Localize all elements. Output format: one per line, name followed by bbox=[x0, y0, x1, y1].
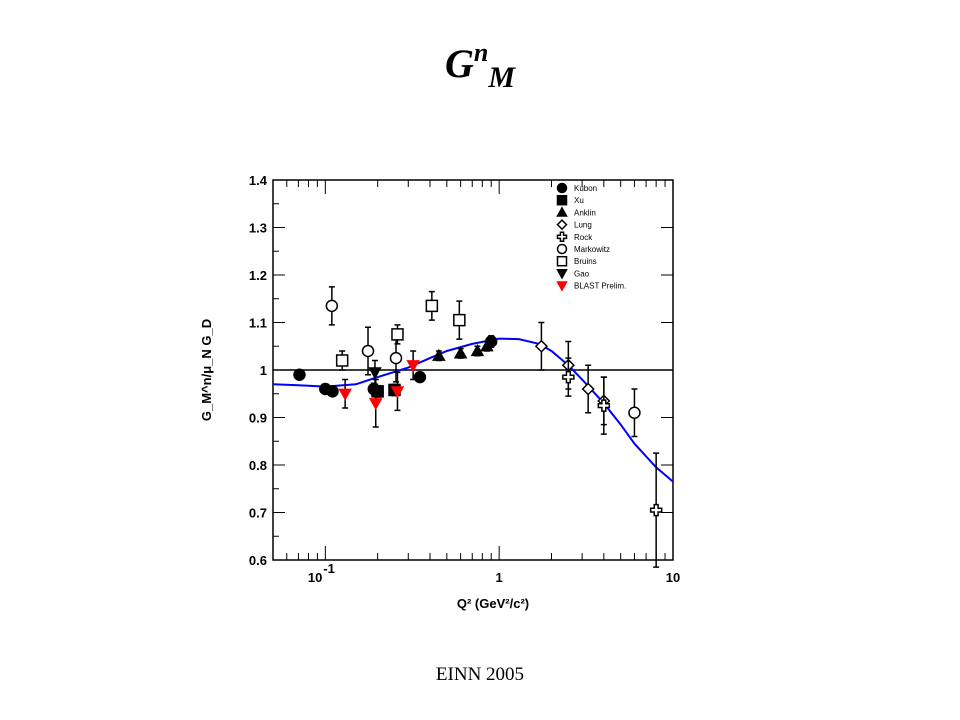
legend-label: Anklin bbox=[574, 208, 596, 217]
y-tick-label: 0.8 bbox=[249, 458, 267, 473]
y-tick-label: 0.7 bbox=[249, 506, 267, 521]
legend-label: Bruins bbox=[574, 257, 597, 266]
legend-label: BLAST Prelim. bbox=[574, 282, 626, 291]
legend-label: Kubon bbox=[574, 184, 597, 193]
x-axis-label: Q² (GeV²/c²) bbox=[457, 596, 529, 611]
series-markowitz bbox=[325, 286, 641, 438]
title-subscript: M bbox=[488, 61, 516, 94]
legend-label: Gao bbox=[574, 269, 590, 278]
legend-label: Xu bbox=[574, 196, 584, 205]
data-point bbox=[325, 299, 339, 313]
data-point bbox=[453, 313, 466, 327]
data-point bbox=[413, 370, 427, 384]
y-tick-label: 1.1 bbox=[249, 316, 267, 331]
legend-marker bbox=[556, 269, 568, 280]
legend-marker bbox=[556, 182, 568, 194]
series-rock bbox=[562, 357, 663, 568]
legend-marker bbox=[556, 206, 568, 217]
legend-marker bbox=[556, 194, 568, 206]
data-point bbox=[361, 344, 375, 358]
data-point bbox=[649, 503, 663, 517]
data-point bbox=[293, 368, 306, 381]
x-tick-label: 10-1 bbox=[308, 561, 335, 585]
data-point bbox=[425, 299, 439, 313]
fit-curve bbox=[272, 337, 674, 483]
y-tick-label: 1 bbox=[260, 363, 267, 378]
series-lung bbox=[534, 321, 611, 426]
y-axis-label: G_M^n/μ_N G_D bbox=[199, 319, 214, 421]
slide-title: GnM bbox=[0, 38, 960, 94]
data-point bbox=[406, 360, 420, 373]
data-point bbox=[391, 328, 404, 341]
y-tick-label: 1.4 bbox=[249, 173, 268, 188]
legend-label: Lung bbox=[574, 221, 592, 230]
x-tick-label-base: 10 bbox=[308, 570, 322, 585]
series-anklin bbox=[432, 339, 494, 362]
legend-marker bbox=[556, 255, 568, 267]
slide-footer: EINN 2005 bbox=[435, 664, 525, 685]
y-tick-label: 0.6 bbox=[249, 553, 267, 568]
y-tick-label: 1.3 bbox=[249, 221, 267, 236]
series-bruins bbox=[335, 290, 466, 371]
series-blast-prelim bbox=[338, 350, 420, 428]
legend-marker bbox=[556, 219, 568, 231]
legend-label: Rock bbox=[574, 233, 593, 242]
data-point bbox=[389, 351, 403, 365]
data-point bbox=[628, 406, 641, 419]
legend-marker bbox=[556, 243, 568, 255]
x-tick-label-exponent: -1 bbox=[323, 561, 335, 576]
data-point bbox=[368, 367, 382, 380]
data-point bbox=[335, 354, 349, 367]
legend: Kubon Xu Anklin Lung Rock Markowitz Bruins Gao B… bbox=[556, 182, 626, 292]
legend-marker bbox=[556, 231, 568, 243]
title-superscript: n bbox=[473, 38, 489, 67]
legend-label: Markowitz bbox=[574, 245, 610, 254]
data-point bbox=[390, 386, 405, 399]
data-point bbox=[534, 339, 548, 353]
data-point bbox=[453, 346, 468, 359]
y-tick-label: 0.9 bbox=[249, 411, 267, 426]
data-point bbox=[581, 382, 595, 396]
legend-marker bbox=[556, 281, 568, 292]
data-point bbox=[368, 398, 383, 411]
data-point bbox=[470, 343, 485, 357]
data-point bbox=[326, 385, 339, 398]
title-base: G bbox=[444, 41, 474, 86]
data-point bbox=[432, 348, 446, 361]
data-point bbox=[562, 370, 575, 384]
data-point bbox=[480, 339, 494, 352]
data-point bbox=[371, 385, 384, 398]
x-tick-label: 10 bbox=[666, 570, 680, 585]
data-point bbox=[597, 399, 611, 412]
data-point bbox=[338, 388, 352, 401]
y-tick-label: 1.2 bbox=[249, 268, 267, 283]
x-tick-label: 1 bbox=[496, 570, 503, 585]
series-gao bbox=[368, 359, 382, 385]
